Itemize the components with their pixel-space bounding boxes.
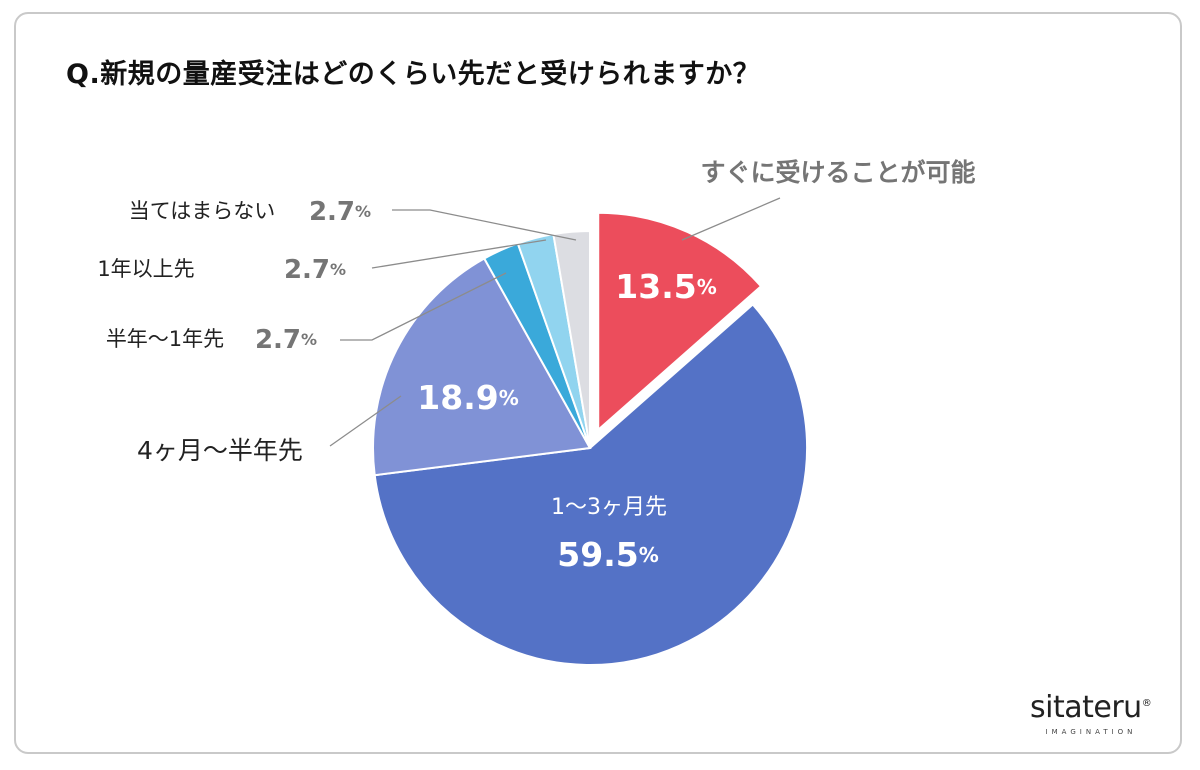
slice-1-3-months [373, 303, 808, 666]
pie-labels: すぐに受けることが可能 13.5% 1〜3ヶ月先 59.5% 18.9% 4ヶ月〜半年先 半… [97, 158, 975, 574]
slice-immediate [597, 211, 763, 432]
leader-4-6-months [329, 395, 402, 447]
label-half-to-1-year: 半年〜1年先 [106, 327, 224, 351]
value-1-3-months: 59.5% [557, 535, 658, 574]
leader-immediate [681, 197, 781, 241]
label-over-1-year: 1年以上先 [97, 257, 194, 281]
logo-tagline: IMAGINATION [1045, 728, 1137, 736]
label-immediate: すぐに受けることが可能 [700, 158, 975, 187]
label-not-applicable: 当てはまらない [129, 199, 276, 223]
leader-not-applicable [392, 209, 577, 241]
pie-slices [372, 211, 808, 666]
value-4-6-months: 18.9% [417, 378, 518, 417]
value-over-1-year: 2.7% [284, 255, 346, 285]
logo-name: sitateru [1030, 690, 1142, 725]
value-immediate: 13.5% [615, 267, 716, 306]
value-half-to-1-year: 2.7% [255, 325, 317, 355]
logo-registered-mark: ® [1141, 698, 1152, 709]
label-4-6-months: 4ヶ月〜半年先 [137, 436, 303, 465]
leader-lines [329, 197, 781, 447]
slice-not-applicable [552, 229, 591, 449]
sitateru-logo: sitateru® IMAGINATION [1030, 690, 1160, 740]
logo-wordmark: sitateru® [1030, 690, 1152, 725]
leader-half-to-1-year [340, 272, 507, 341]
value-not-applicable: 2.7% [309, 197, 371, 227]
leader-over-1-year [371, 239, 547, 269]
label-1-3-months: 1〜3ヶ月先 [551, 495, 667, 520]
chart-title: Q.新規の量産受注はどのくらい先だと受けられますか？ [66, 59, 761, 90]
